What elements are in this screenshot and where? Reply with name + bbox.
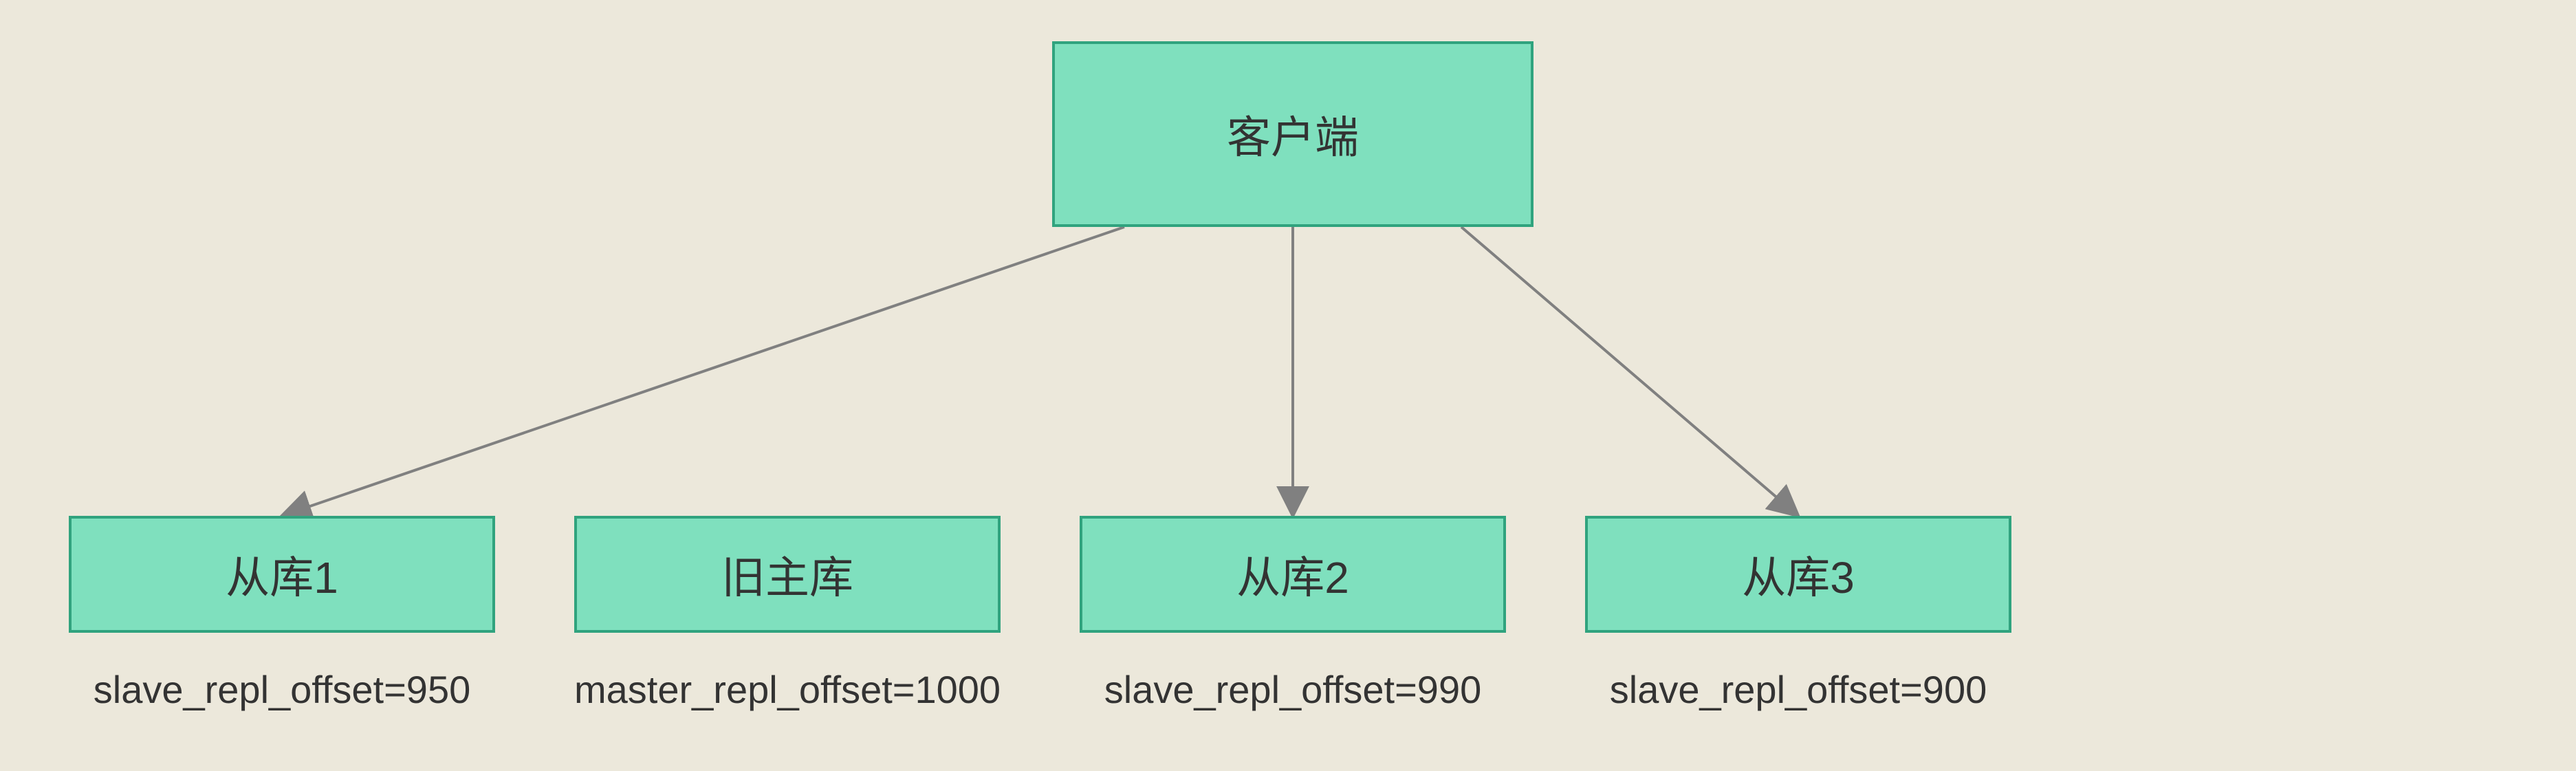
leaf-caption-slave2: slave_repl_offset=990	[1080, 667, 1506, 712]
edge-arrow	[1461, 227, 1798, 516]
leaf-node-label: 旧主库	[721, 543, 853, 606]
client-node: 客户端	[1052, 41, 1533, 227]
client-node-label: 客户端	[1227, 102, 1359, 166]
leaf-caption-slave3: slave_repl_offset=900	[1585, 667, 2011, 712]
leaf-caption-slave1: slave_repl_offset=950	[69, 667, 495, 712]
leaf-node-label: 从库3	[1742, 543, 1855, 606]
leaf-node-label: 从库1	[226, 543, 338, 606]
leaf-node-label: 从库2	[1236, 543, 1349, 606]
leaf-caption-oldmaster: master_repl_offset=1000	[574, 667, 1001, 712]
leaf-node-slave1: 从库1	[69, 516, 495, 633]
diagram-canvas: 客户端 从库1 slave_repl_offset=950 旧主库 master…	[0, 0, 2576, 771]
edge-arrow	[282, 227, 1124, 516]
leaf-node-oldmaster: 旧主库	[574, 516, 1001, 633]
leaf-node-slave2: 从库2	[1080, 516, 1506, 633]
leaf-node-slave3: 从库3	[1585, 516, 2011, 633]
